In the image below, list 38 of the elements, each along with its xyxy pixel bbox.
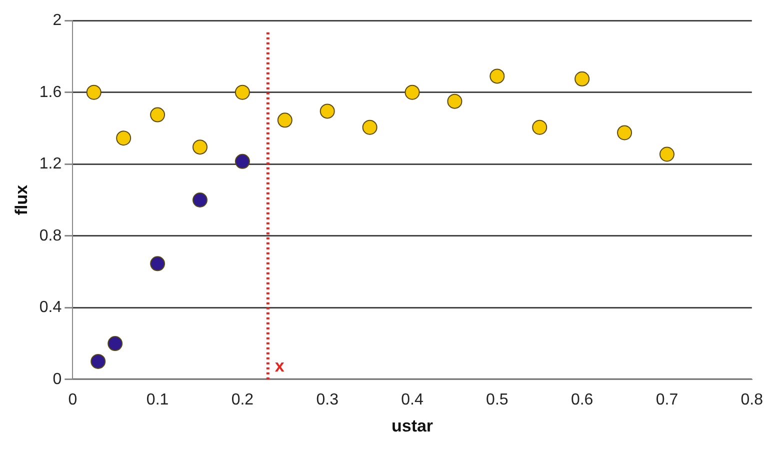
x-tick-label: 0.3	[316, 391, 339, 408]
x-tick-label: 0.2	[231, 391, 254, 408]
point	[320, 104, 335, 119]
x-tick-label: 0.7	[656, 391, 678, 408]
point	[362, 120, 378, 135]
point	[532, 120, 548, 135]
y-tick-label: 1.6	[39, 84, 62, 101]
point	[277, 112, 292, 128]
x-tick-label: 0.6	[570, 391, 594, 408]
point	[490, 68, 505, 84]
y-tick-label: 0.8	[39, 227, 62, 244]
x-tick-label: 0.1	[146, 391, 169, 408]
ref-line-label: x	[274, 356, 285, 376]
y-axis-title: flux	[12, 184, 31, 216]
y-tick-label: 0	[52, 370, 62, 388]
y-tick-label: 1.2	[39, 156, 62, 173]
x-tick-label: 0.5	[486, 391, 508, 408]
point	[404, 84, 420, 100]
point	[192, 192, 208, 208]
point	[574, 71, 590, 86]
point	[659, 146, 674, 162]
x-tick-label: 0.4	[401, 391, 424, 408]
point	[192, 140, 208, 155]
x-tick-label: 0.8	[740, 391, 764, 408]
point	[234, 154, 250, 169]
point	[447, 94, 462, 109]
point	[150, 256, 166, 272]
point	[150, 107, 166, 122]
x-axis-title: ustar	[391, 416, 434, 436]
point	[617, 125, 632, 140]
point	[90, 354, 106, 369]
y-tick-label: 2	[52, 12, 62, 30]
point	[108, 336, 123, 352]
y-tick-label: 0.4	[39, 299, 62, 316]
point	[116, 130, 132, 146]
x-tick-label: 0	[68, 391, 78, 408]
point	[86, 84, 102, 100]
point	[234, 84, 250, 100]
